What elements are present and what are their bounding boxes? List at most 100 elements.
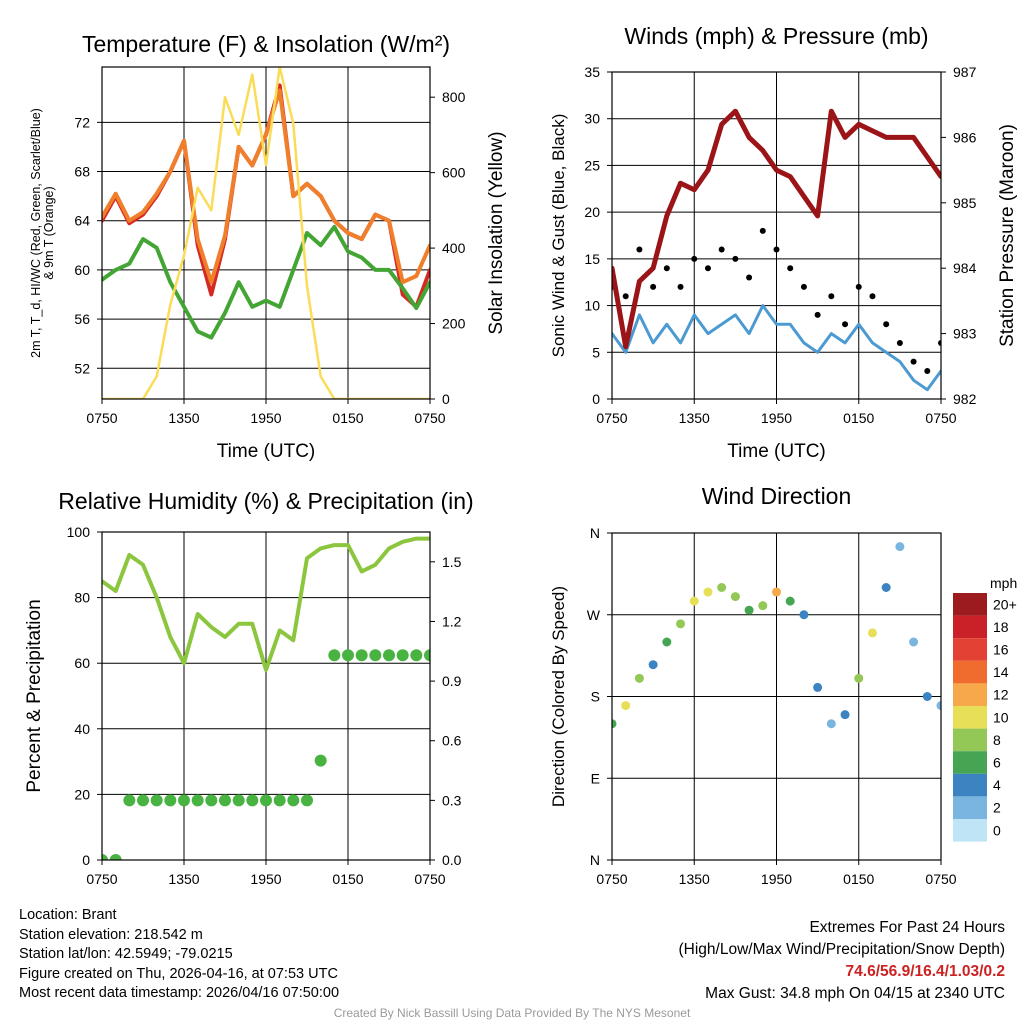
precip-point — [410, 649, 423, 662]
gust-point — [677, 283, 684, 290]
gust-point — [842, 321, 849, 328]
colorbar-tick-label: 10 — [993, 709, 1009, 725]
chart-wdir: 0750 1350 1950 0150 0750 N E S W N Wind Direction D… — [549, 483, 1017, 887]
y-tick-label: 0 — [592, 391, 600, 407]
gust-point — [746, 274, 753, 281]
location-text: Location: Brant — [19, 907, 117, 923]
y-tick-label: 25 — [584, 157, 600, 173]
colorbar-label: mph — [990, 575, 1017, 591]
x-tick-label: 0750 — [414, 871, 445, 887]
gust-point — [691, 255, 698, 262]
precip-point — [342, 649, 354, 662]
direction-point — [612, 719, 617, 729]
gust-point — [773, 246, 780, 253]
y-tick-label: 40 — [74, 721, 90, 737]
colorbar-tick-label: 2 — [993, 800, 1001, 816]
y-tick-label: W — [587, 607, 601, 623]
y-tick-label: 52 — [74, 360, 90, 376]
y-tick-label: 35 — [584, 64, 600, 80]
precip-point — [355, 649, 368, 662]
max-gust-text: Max Gust: 34.8 mph On 04/15 at 2340 UTC — [705, 985, 1005, 1002]
colorbar-swatch — [953, 638, 987, 661]
chart-title: Winds (mph) & Pressure (mb) — [624, 23, 928, 49]
gust-point — [924, 367, 931, 374]
colorbar-swatch — [953, 751, 987, 774]
colorbar-swatch — [953, 728, 987, 752]
gust-point — [814, 311, 821, 318]
y-tick-label: 10 — [584, 298, 600, 314]
precip-point — [191, 794, 204, 807]
colorbar-swatch — [953, 615, 987, 639]
y-tick-label: N — [590, 852, 600, 868]
x-tick-label: 0750 — [414, 410, 445, 426]
direction-point — [922, 692, 932, 701]
y2-tick-label: 0.0 — [442, 852, 462, 868]
direction-point — [826, 719, 836, 729]
y2-tick-label: 0 — [442, 391, 450, 407]
precip-point — [424, 649, 430, 662]
direction-point — [689, 596, 699, 606]
precip-point — [314, 754, 327, 767]
direction-point — [758, 601, 768, 611]
x-tick-label: 1350 — [679, 871, 710, 887]
direction-point — [785, 596, 795, 606]
y-tick-label: N — [590, 525, 600, 541]
gust-point — [718, 246, 725, 253]
direction-point — [648, 660, 658, 670]
direction-point — [909, 637, 919, 647]
y-tick-label: 64 — [74, 213, 90, 229]
y-tick-label: E — [591, 770, 600, 786]
extremes-title: Extremes For Past 24 Hours — [809, 919, 1005, 936]
x-tick-label: 1950 — [250, 871, 281, 887]
direction-point — [621, 701, 631, 711]
y2-tick-label: 0.3 — [442, 792, 462, 808]
precip-point — [273, 794, 286, 807]
y2-tick-label: 1.5 — [442, 554, 462, 570]
y-tick-label: 72 — [74, 114, 90, 130]
x-tick-label: 0750 — [596, 871, 627, 887]
precip-point — [287, 794, 300, 807]
precip-point — [383, 649, 395, 662]
colorbar-tick-label: 6 — [993, 755, 1001, 771]
y2-tick-label: 400 — [442, 240, 466, 256]
series-sonic-wind — [612, 304, 941, 392]
x-tick-label: 0750 — [925, 410, 956, 426]
y-tick-label: 0 — [82, 852, 90, 868]
y-tick-label: 15 — [584, 251, 600, 267]
direction-point — [772, 587, 781, 597]
y2-tick-label: 800 — [442, 89, 466, 105]
x-axis-label: Time (UTC) — [727, 441, 826, 462]
series-td — [102, 224, 430, 340]
y-axis-label: 2m T, T_d, HI/WC (Red, Green, Scarlet/Bl… — [29, 108, 43, 358]
precip-point — [232, 794, 245, 807]
direction-point — [854, 673, 864, 683]
gust-point — [622, 293, 629, 300]
precip-point — [109, 854, 122, 860]
y2-axis-label: Station Pressure (Maroon) — [997, 124, 1018, 347]
x-tick-label: 0750 — [86, 871, 117, 887]
y2-tick-label: 1.2 — [442, 613, 462, 629]
series-9m-t — [102, 88, 430, 285]
precip-point — [219, 794, 231, 807]
direction-point — [813, 682, 823, 692]
plot-area — [102, 536, 430, 860]
gust-point — [663, 265, 670, 272]
y-axis-label: Percent & Precipitation — [24, 599, 45, 792]
x-tick-label: 1950 — [761, 871, 792, 887]
y-axis-label: Direction (Colored By Speed) — [549, 586, 568, 807]
series-solar — [102, 67, 430, 399]
y-tick-label: 30 — [584, 111, 600, 127]
colorbar: mph 20+ 18 16 14 12 10 8 6 4 2 0 — [953, 575, 1017, 842]
y2-tick-label: 986 — [953, 129, 977, 145]
colorbar-tick-label: 0 — [993, 822, 1001, 838]
y-tick-label: 56 — [74, 311, 90, 327]
precip-point — [137, 794, 149, 807]
x-tick-label: 1950 — [250, 410, 281, 426]
x-tick-label: 0150 — [332, 871, 363, 887]
colorbar-tick-label: 14 — [993, 664, 1009, 680]
chart-title: Relative Humidity (%) & Precipitation (i… — [58, 488, 473, 514]
precip-point — [102, 854, 108, 860]
colorbar-swatch — [953, 683, 987, 706]
colorbar-tick-label: 4 — [993, 777, 1001, 793]
